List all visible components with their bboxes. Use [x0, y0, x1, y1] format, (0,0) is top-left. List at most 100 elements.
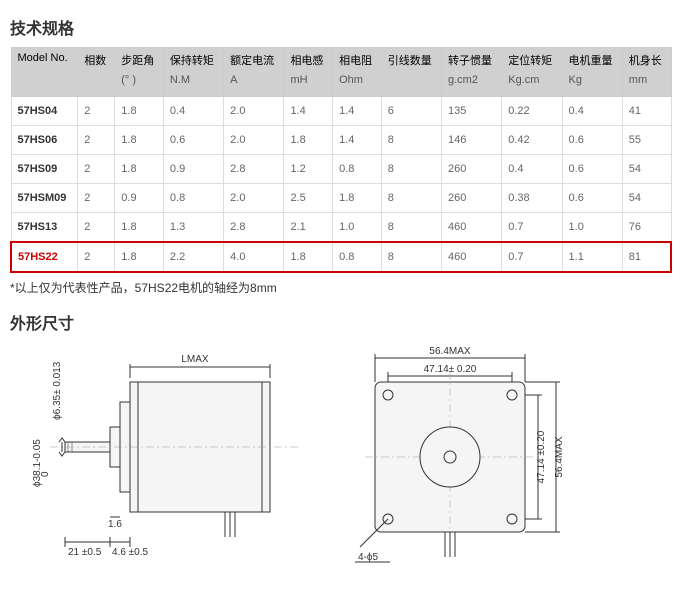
value-cell: 8 — [381, 126, 441, 155]
value-cell: 2 — [78, 97, 115, 126]
value-cell: 1.8 — [284, 242, 333, 272]
model-cell: 57HS22 — [11, 242, 78, 272]
dimensions-title: 外形尺寸 — [10, 310, 672, 334]
value-cell: 460 — [441, 242, 501, 272]
value-cell: 0.4 — [562, 97, 622, 126]
value-cell: 55 — [622, 126, 671, 155]
table-row: 57HS0621.80.62.01.81.481460.420.655 — [11, 126, 671, 155]
shaft-dia-label: ϕ6.35± 0.013 — [52, 361, 63, 420]
value-cell: 1.4 — [284, 97, 333, 126]
col-header: 机身长mm — [622, 48, 671, 97]
value-cell: 76 — [622, 213, 671, 243]
model-cell: 57HS04 — [11, 97, 78, 126]
spec-title: 技术规格 — [10, 15, 672, 39]
value-cell: 8 — [381, 213, 441, 243]
table-row: 57HS0421.80.42.01.41.461350.220.441 — [11, 97, 671, 126]
value-cell: 1.4 — [333, 97, 382, 126]
outer-dim: 56.4MAX — [429, 346, 470, 357]
value-cell: 260 — [441, 184, 501, 213]
bolt-hole — [383, 390, 393, 400]
side-view-diagram: LMAX ϕ6.35± 0.013 — [10, 342, 310, 572]
value-cell: 8 — [381, 242, 441, 272]
value-cell: 146 — [441, 126, 501, 155]
value-cell: 0.8 — [333, 155, 382, 184]
value-cell: 0.6 — [562, 155, 622, 184]
value-cell: 54 — [622, 184, 671, 213]
value-cell: 1.8 — [284, 126, 333, 155]
value-cell: 1.8 — [115, 155, 164, 184]
value-cell: 0.9 — [163, 155, 223, 184]
value-cell: 2 — [78, 155, 115, 184]
footnote: *以上仅为代表性产品，57HS22电机的轴经为8mm — [10, 279, 672, 296]
value-cell: 2.0 — [224, 184, 284, 213]
value-cell: 1.2 — [284, 155, 333, 184]
value-cell: 1.1 — [562, 242, 622, 272]
value-cell: 1.3 — [163, 213, 223, 243]
value-cell: 135 — [441, 97, 501, 126]
value-cell: 2.1 — [284, 213, 333, 243]
lmax-label: LMAX — [181, 354, 209, 365]
value-cell: 2 — [78, 213, 115, 243]
value-cell: 2.2 — [163, 242, 223, 272]
value-cell: 1.8 — [115, 242, 164, 272]
value-cell: 2.0 — [224, 97, 284, 126]
step-dim-label: 4.6 ±0.5 — [112, 547, 149, 558]
value-cell: 1.8 — [333, 184, 382, 213]
value-cell: 8 — [381, 155, 441, 184]
value-cell: 2 — [78, 126, 115, 155]
value-cell: 4.0 — [224, 242, 284, 272]
col-header: 定位转矩Kg.cm — [502, 48, 562, 97]
value-cell: 460 — [441, 213, 501, 243]
value-cell: 2.8 — [224, 155, 284, 184]
col-header: 额定电流A — [224, 48, 284, 97]
col-header: 转子惯量g.cm2 — [441, 48, 501, 97]
value-cell: 0.38 — [502, 184, 562, 213]
value-cell: 0.4 — [163, 97, 223, 126]
col-header: 相电阻Ohm — [333, 48, 382, 97]
table-row: 57HS0921.80.92.81.20.882600.40.654 — [11, 155, 671, 184]
value-cell: 0.22 — [502, 97, 562, 126]
value-cell: 1.0 — [333, 213, 382, 243]
table-row: 57HSM0920.90.82.02.51.882600.380.654 — [11, 184, 671, 213]
model-cell: 57HS09 — [11, 155, 78, 184]
col-header: 步距角(° ) — [115, 48, 164, 97]
value-cell: 2 — [78, 242, 115, 272]
model-cell: 57HS13 — [11, 213, 78, 243]
col-header: Model No. — [11, 48, 78, 97]
value-cell: 8 — [381, 184, 441, 213]
value-cell: 2.8 — [224, 213, 284, 243]
value-cell: 2 — [78, 184, 115, 213]
value-cell: 6 — [381, 97, 441, 126]
value-cell: 0.4 — [502, 155, 562, 184]
value-cell: 1.4 — [333, 126, 382, 155]
flange-dim: 1.6 — [108, 519, 122, 530]
col-header: 保持转矩N.M — [163, 48, 223, 97]
col-header: 引线数量 — [381, 48, 441, 97]
value-cell: 2.0 — [224, 126, 284, 155]
diagram-area: LMAX ϕ6.35± 0.013 — [10, 342, 672, 572]
value-cell: 0.8 — [163, 184, 223, 213]
value-cell: 260 — [441, 155, 501, 184]
value-cell: 0.42 — [502, 126, 562, 155]
value-cell: 1.0 — [562, 213, 622, 243]
value-cell: 0.7 — [502, 242, 562, 272]
value-cell: 0.6 — [562, 184, 622, 213]
value-cell: 0.9 — [115, 184, 164, 213]
value-cell: 0.6 — [163, 126, 223, 155]
col-header: 相电感mH — [284, 48, 333, 97]
value-cell: 0.6 — [562, 126, 622, 155]
body-dia-label: ϕ38.1-0.05 — [32, 439, 43, 487]
value-cell: 2.5 — [284, 184, 333, 213]
front-view-diagram: 56.4MAX 47.14± 0.20 — [320, 342, 620, 572]
shaft-len-label: 21 ±0.5 — [68, 547, 102, 558]
col-header: 电机重量Kg — [562, 48, 622, 97]
table-row: 57HS2221.82.24.01.80.884600.71.181 — [11, 242, 671, 272]
model-cell: 57HS06 — [11, 126, 78, 155]
value-cell: 81 — [622, 242, 671, 272]
value-cell: 54 — [622, 155, 671, 184]
spec-table: Model No.相数步距角(° )保持转矩N.M额定电流A相电感mH相电阻Oh… — [10, 47, 672, 273]
table-row: 57HS1321.81.32.82.11.084600.71.076 — [11, 213, 671, 243]
value-cell: 1.8 — [115, 126, 164, 155]
value-cell: 1.8 — [115, 213, 164, 243]
value-cell: 0.8 — [333, 242, 382, 272]
